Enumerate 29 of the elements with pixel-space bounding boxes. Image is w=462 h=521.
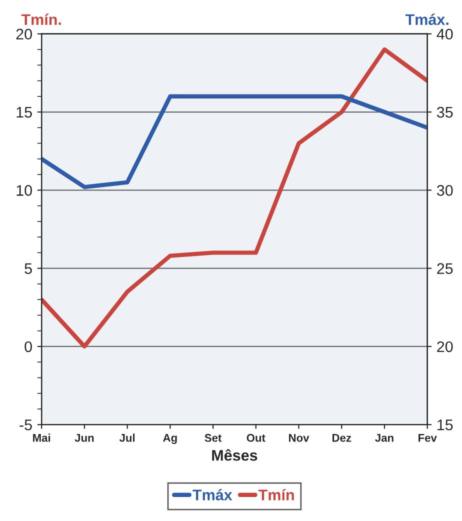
x-tick-label: Mai xyxy=(33,434,50,442)
y2-axis-title: Tmáx. xyxy=(405,14,448,25)
y2-tick-label: 15 xyxy=(438,420,453,430)
legend-label: Tmáx xyxy=(192,489,232,500)
y-axis-title: Tmín. xyxy=(21,14,61,25)
x-tick-label: Set xyxy=(204,434,222,442)
x-tick-label: Jun xyxy=(74,434,94,442)
x-axis-title: Mêses xyxy=(212,449,258,461)
y-tick-label: 5 xyxy=(24,263,32,274)
x-tick-label: Jul xyxy=(119,434,135,442)
y-tick-label: 20 xyxy=(16,28,32,40)
y-tick-label: 15 xyxy=(16,107,32,118)
y2-tick-label: 40 xyxy=(436,28,453,40)
line-series xyxy=(42,47,428,349)
y2-tick-label: 30 xyxy=(436,185,453,196)
x-tick-label: Nov xyxy=(289,434,310,442)
y-tick-label: 0 xyxy=(24,341,32,352)
x-tick-label: Fev xyxy=(418,434,437,442)
y-tick-label: 10 xyxy=(16,185,32,196)
y2-tick-label: 25 xyxy=(437,263,453,274)
y2-tick-label: 35 xyxy=(436,106,453,118)
line-series xyxy=(42,94,428,190)
legend-label: Tmín xyxy=(258,489,294,500)
x-tick-label: Ag xyxy=(163,434,177,444)
y-tick-label: -5 xyxy=(20,420,32,430)
y2-tick-label: 20 xyxy=(437,341,453,352)
x-tick-label: Dez xyxy=(332,434,352,442)
x-tick-label: Jan xyxy=(375,434,394,442)
x-tick-label: Out xyxy=(246,434,266,442)
